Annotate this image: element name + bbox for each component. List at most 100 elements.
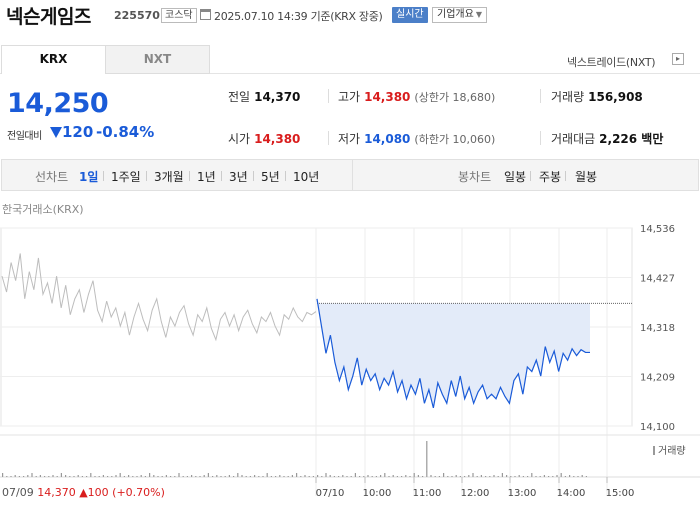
volume-bar [342, 475, 344, 477]
volume-bar [123, 476, 125, 477]
stat-label: 저가 [338, 132, 361, 146]
volume-bar [371, 476, 373, 477]
chart-tabs: 선차트 1일 1주일 3개월 1년 3년 5년 10년 봉차트 일봉 주봉 월봉 [1, 159, 699, 191]
price-chart[interactable]: 14,536 14,427 14,318 14,209 14,100 07/10 10:0… [0, 218, 700, 515]
expand-icon[interactable]: ▸ [672, 53, 684, 65]
calendar-icon [200, 9, 211, 20]
volume-bar [367, 475, 369, 477]
change-amount: 120 [62, 123, 94, 141]
volume-bar [455, 475, 457, 477]
volume-bar [518, 475, 520, 477]
volume-bar [144, 476, 146, 477]
current-price: 14,250 [7, 88, 109, 119]
volume-bar [287, 476, 289, 477]
tab-3month[interactable]: 3개월 [154, 170, 184, 184]
volume-bar [300, 476, 302, 477]
up-triangle-icon: ▲ [79, 486, 88, 499]
volume-bar [430, 475, 432, 477]
stat-value: 156,908 [588, 90, 643, 104]
volume-bar [443, 473, 445, 477]
x-tick-label: 07/10 [316, 488, 345, 499]
tab-10year[interactable]: 10년 [293, 170, 320, 184]
stock-code: 225570 [114, 9, 160, 22]
volume-bar [459, 476, 461, 477]
volume-bar [359, 476, 361, 477]
volume-bar [585, 476, 587, 477]
volume-bar [308, 476, 310, 477]
divider [103, 171, 104, 181]
exchange-tabs: NXT KRX [1, 45, 210, 74]
volume-bar [254, 475, 256, 477]
volume-bar [573, 476, 575, 477]
volume-bar [275, 476, 277, 477]
volume-bar [527, 476, 529, 477]
volume-bar [291, 475, 293, 477]
tab-1year[interactable]: 1년 [197, 170, 216, 184]
volume-bar [552, 476, 554, 477]
market-badge: 코스닥 [161, 8, 197, 23]
candle-chart-label: 봉차트 [458, 170, 492, 184]
company-info-label: 기업개요 [437, 9, 474, 20]
stat-value: 14,080 [364, 132, 411, 146]
volume-bar [350, 476, 352, 477]
volume-bar [476, 476, 478, 477]
volume-bar [569, 475, 571, 477]
x-tick-label: 13:00 [508, 488, 537, 499]
volume-bar [321, 476, 323, 477]
stat-label: 거래량 [551, 90, 585, 104]
volume-bar [317, 475, 319, 477]
volume-bar [480, 475, 482, 477]
volume-bar [212, 476, 214, 477]
volume-bar [464, 476, 466, 477]
volume-bar [417, 475, 419, 477]
line-chart-label: 선차트 [35, 170, 69, 184]
volume-bar [388, 476, 390, 477]
volume-bar [501, 473, 503, 477]
stat-value: 14,380 [254, 132, 301, 146]
tab-monthly[interactable]: 월봉 [575, 170, 598, 184]
company-info-dropdown[interactable]: 기업개요 ▼ [432, 7, 487, 23]
volume-bar [522, 476, 524, 477]
divider [189, 171, 190, 181]
divider [352, 160, 353, 190]
volume-bar [577, 476, 579, 477]
change-percent: -0.84% [96, 123, 155, 141]
tab-1week[interactable]: 1주일 [111, 170, 141, 184]
volume-bar [380, 475, 382, 477]
realtime-button[interactable]: 실시간 [392, 7, 428, 23]
volume-bar [354, 473, 356, 477]
volume-bar [409, 476, 411, 477]
volume-bar [434, 476, 436, 477]
volume-bar [77, 475, 79, 477]
volume-bar [485, 476, 487, 477]
volume-bar [216, 475, 218, 477]
down-triangle-icon [50, 127, 62, 138]
tab-krx[interactable]: KRX [1, 45, 106, 74]
tab-daily[interactable]: 일봉 [504, 170, 527, 184]
tab-nxt[interactable]: NXT [105, 45, 210, 74]
tab-5year[interactable]: 5년 [261, 170, 280, 184]
volume-bar [140, 475, 142, 477]
volume-bar [52, 475, 54, 477]
x-tick-label: 10:00 [363, 488, 392, 499]
volume-bar [233, 476, 235, 477]
volume-bar [165, 475, 167, 477]
nxt-trade-link[interactable]: 넥스트레이드(NXT) [567, 56, 656, 69]
hover-date: 07/09 [2, 486, 34, 499]
volume-bar [468, 475, 470, 477]
prev-day-series [1, 253, 317, 342]
x-tick-label: 14:00 [557, 488, 586, 499]
volume-bar [329, 475, 331, 477]
today-area [317, 298, 590, 408]
tab-1day[interactable]: 1일 [79, 170, 99, 184]
tab-weekly[interactable]: 주봉 [539, 170, 562, 184]
volume-legend-icon [653, 446, 655, 455]
volume-bar [6, 476, 8, 477]
x-tick-label: 15:00 [606, 488, 635, 499]
stat-label: 고가 [338, 90, 361, 104]
chart-source-label: 한국거래소(KRX) [2, 203, 84, 216]
volume-bar [48, 476, 50, 477]
stock-name: 넥슨게임즈 [6, 6, 91, 28]
volume-bar [186, 476, 188, 477]
tab-3year[interactable]: 3년 [229, 170, 248, 184]
